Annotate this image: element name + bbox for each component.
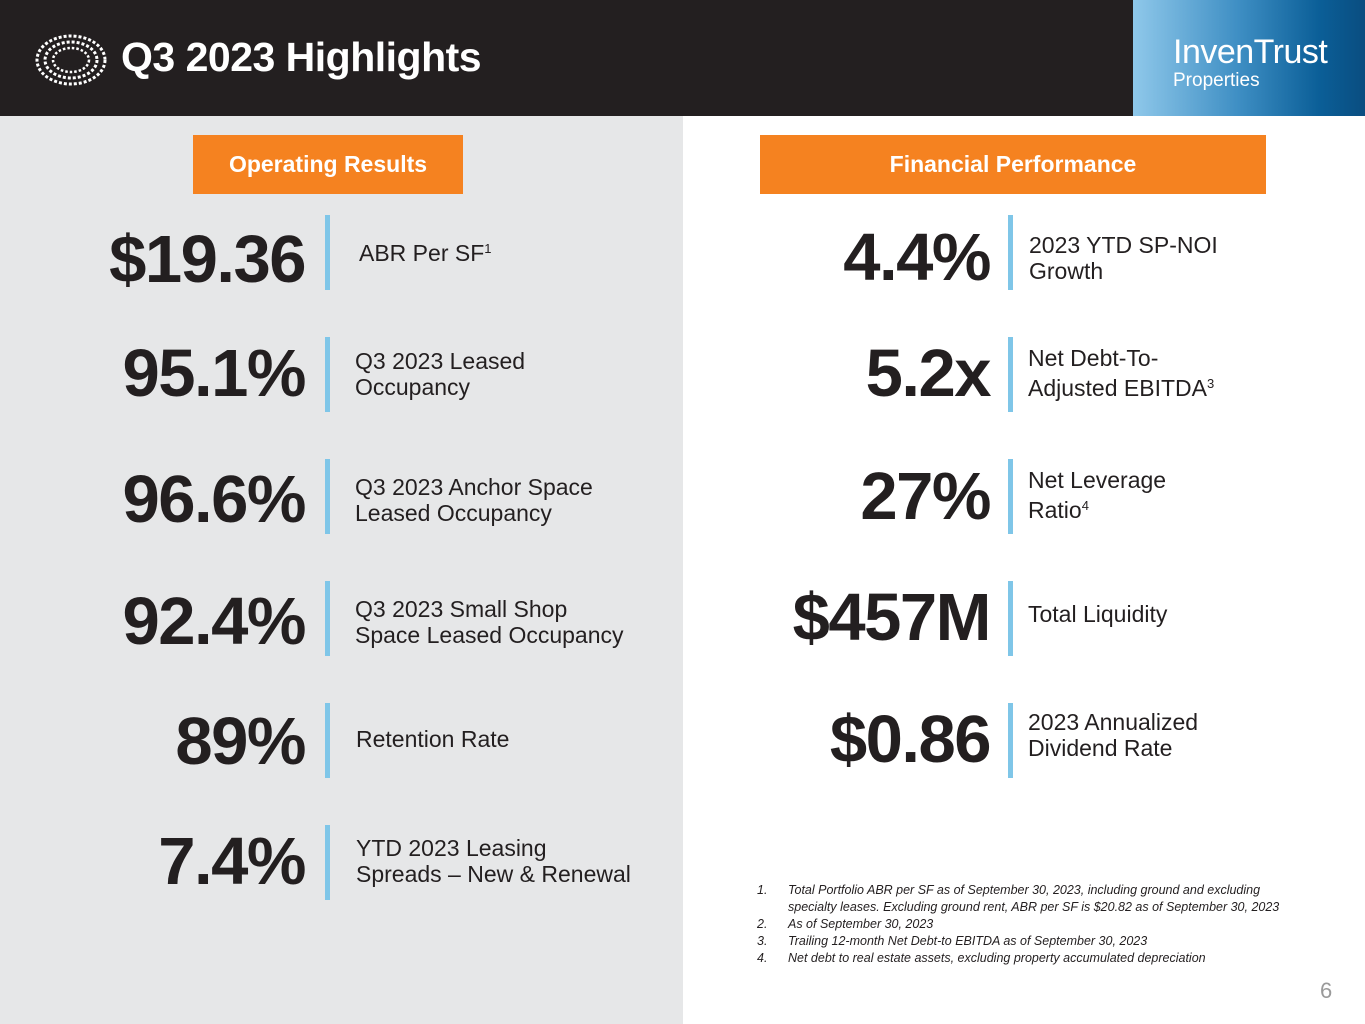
metric-value: $0.86 — [829, 702, 992, 777]
metric-value: $19.36 — [109, 222, 306, 297]
metric-label: Net Leverage Ratio4 — [1028, 467, 1167, 523]
metric-value: 7.4% — [158, 824, 306, 899]
metric-divider — [1008, 581, 1013, 656]
metric-divider — [325, 337, 330, 412]
footnotes: 1. Total Portfolio ABR per SF as of Sept… — [757, 882, 1287, 967]
metric-value: 89% — [175, 704, 306, 779]
footnote-number: 2. — [757, 917, 768, 931]
footnote-text: As of September 30, 2023 — [788, 917, 934, 931]
footnote-number: 4. — [757, 951, 768, 965]
metric-label: ABR Per SF1 — [359, 240, 492, 266]
footnote-text: Total Portfolio ABR per SF as of Septemb… — [788, 883, 1280, 914]
footnote-number: 1. — [757, 883, 768, 897]
metric-divider — [1008, 215, 1013, 290]
footnote-item: 2. As of September 30, 2023 — [757, 916, 1287, 933]
metric-value: 96.6% — [122, 462, 307, 537]
footnote-item: 3. Trailing 12-month Net Debt-to EBITDA … — [757, 933, 1287, 950]
metric-divider — [1008, 337, 1013, 412]
metric-divider — [325, 459, 330, 534]
metric-divider — [1008, 703, 1013, 778]
inventrust-globe-logo-icon — [35, 34, 107, 86]
header-bar: Q3 2023 Highlights — [0, 0, 1133, 116]
metric-label: Total Liquidity — [1028, 601, 1168, 627]
operating-results-panel — [0, 116, 683, 1024]
metric-divider — [325, 703, 330, 778]
footnote-item: 1. Total Portfolio ABR per SF as of Sept… — [757, 882, 1287, 916]
footnote-text: Trailing 12-month Net Debt-to EBITDA as … — [788, 934, 1148, 948]
metric-value: 5.2x — [865, 336, 992, 411]
metric-value: 95.1% — [122, 336, 307, 411]
metric-value: 4.4% — [843, 220, 991, 295]
metric-label: Q3 2023 Anchor Space Leased Occupancy — [355, 474, 593, 526]
metric-divider — [1008, 459, 1013, 534]
metric-value: $457M — [792, 580, 992, 655]
metric-label: 2023 Annualized Dividend Rate — [1028, 709, 1199, 761]
metric-value: 27% — [860, 459, 991, 534]
brand-name: InvenTrust — [1173, 33, 1328, 71]
metric-label: Retention Rate — [356, 726, 510, 752]
metric-label: Q3 2023 Leased Occupancy — [355, 348, 526, 400]
footnote-text: Net debt to real estate assets, excludin… — [788, 951, 1206, 965]
metric-label: Q3 2023 Small Shop Space Leased Occupanc… — [355, 596, 624, 648]
metric-divider — [325, 581, 330, 656]
metric-value: 92.4% — [122, 584, 307, 659]
metric-label: 2023 YTD SP-NOI Growth — [1029, 232, 1218, 284]
brand-logo: InvenTrust Properties — [1133, 0, 1365, 116]
page-number: 6 — [1320, 978, 1333, 1003]
metric-label: Net Debt-To- Adjusted EBITDA3 — [1028, 345, 1215, 401]
metric-divider — [325, 825, 330, 900]
metric-label: YTD 2023 Leasing Spreads – New & Renewal — [356, 835, 631, 887]
financial-performance-heading: Financial Performance — [760, 135, 1266, 194]
footnote-number: 3. — [757, 934, 768, 948]
operating-results-heading: Operating Results — [193, 135, 463, 194]
page-title: Q3 2023 Highlights — [121, 34, 482, 80]
brand-subtitle: Properties — [1173, 70, 1260, 91]
metric-divider — [325, 215, 330, 290]
footnote-item: 4. Net debt to real estate assets, exclu… — [757, 950, 1287, 967]
